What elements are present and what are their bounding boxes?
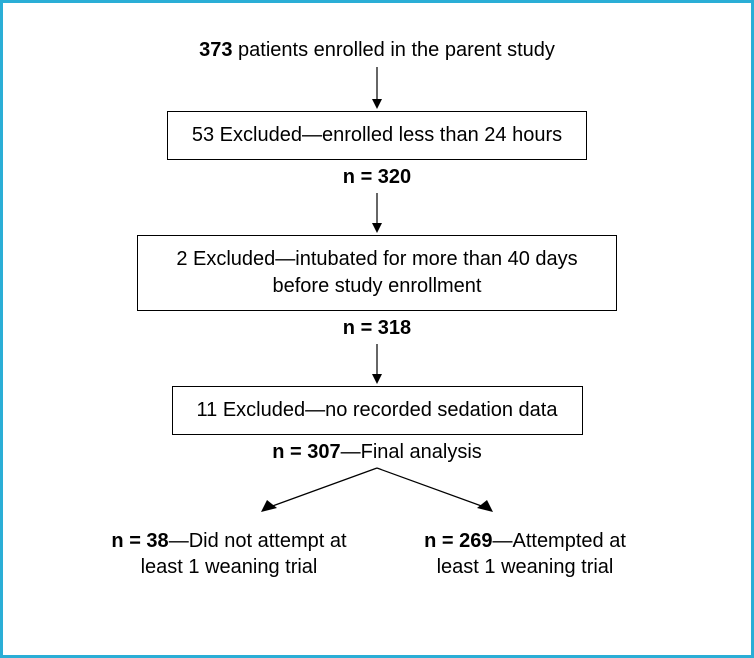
start-node: 373 patients enrolled in the parent stud… <box>199 37 555 63</box>
count-after-excl2: n = 318 <box>343 317 411 340</box>
exclusion-box-2: 2 Excluded—intubated for more than 40 da… <box>137 235 617 311</box>
count-1-bold: n = 320 <box>343 166 411 188</box>
arrow-split <box>207 464 547 520</box>
count-after-excl3: n = 307—Final analysis <box>272 441 482 464</box>
diagram-frame: 373 patients enrolled in the parent stud… <box>0 0 754 658</box>
leaf-row: n = 38—Did not attempt at least 1 weanin… <box>109 528 645 580</box>
start-count: 373 <box>199 39 232 61</box>
exclusion-box-1: 53 Excluded—enrolled less than 24 hours <box>167 111 587 160</box>
start-text: patients enrolled in the parent study <box>232 39 554 61</box>
leaf-left-rest: —Did not attempt at least 1 weaning tria… <box>141 530 347 578</box>
count-3-rest: —Final analysis <box>341 441 482 463</box>
count-after-excl1: n = 320 <box>343 166 411 189</box>
count-3-bold: n = 307 <box>272 441 340 463</box>
leaf-left: n = 38—Did not attempt at least 1 weanin… <box>109 528 349 580</box>
arrow-down-1 <box>367 63 387 111</box>
leaf-right: n = 269—Attempted at least 1 weaning tri… <box>405 528 645 580</box>
count-2-bold: n = 318 <box>343 317 411 339</box>
arrow-down-2 <box>367 189 387 235</box>
leaf-right-bold: n = 269 <box>424 530 492 552</box>
flow-column: 373 patients enrolled in the parent stud… <box>3 37 751 580</box>
exclusion-box-3: 11 Excluded—no recorded sedation data <box>172 386 583 435</box>
leaf-left-bold: n = 38 <box>111 530 168 552</box>
arrow-down-3 <box>367 340 387 386</box>
